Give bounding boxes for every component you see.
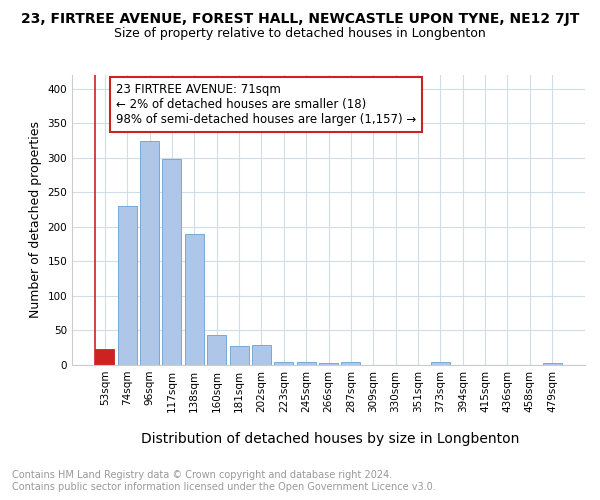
Bar [118,206,137,365]
Bar [296,362,316,365]
Bar [274,362,293,365]
Bar [341,362,361,365]
Bar [185,234,204,365]
Bar [252,345,271,365]
Y-axis label: Number of detached properties: Number of detached properties [29,122,42,318]
Bar [319,363,338,365]
Text: 23, FIRTREE AVENUE, FOREST HALL, NEWCASTLE UPON TYNE, NE12 7JT: 23, FIRTREE AVENUE, FOREST HALL, NEWCAST… [21,12,579,26]
Bar [163,159,181,365]
Bar [542,363,562,365]
Text: Size of property relative to detached houses in Longbenton: Size of property relative to detached ho… [114,28,486,40]
Text: Distribution of detached houses by size in Longbenton: Distribution of detached houses by size … [141,432,519,446]
Text: Contains HM Land Registry data © Crown copyright and database right 2024.
Contai: Contains HM Land Registry data © Crown c… [12,470,436,492]
Bar [140,140,159,365]
Bar [431,362,450,365]
Bar [95,349,115,365]
Text: 23 FIRTREE AVENUE: 71sqm
← 2% of detached houses are smaller (18)
98% of semi-de: 23 FIRTREE AVENUE: 71sqm ← 2% of detache… [116,84,416,126]
Bar [207,334,226,365]
Bar [230,346,248,365]
